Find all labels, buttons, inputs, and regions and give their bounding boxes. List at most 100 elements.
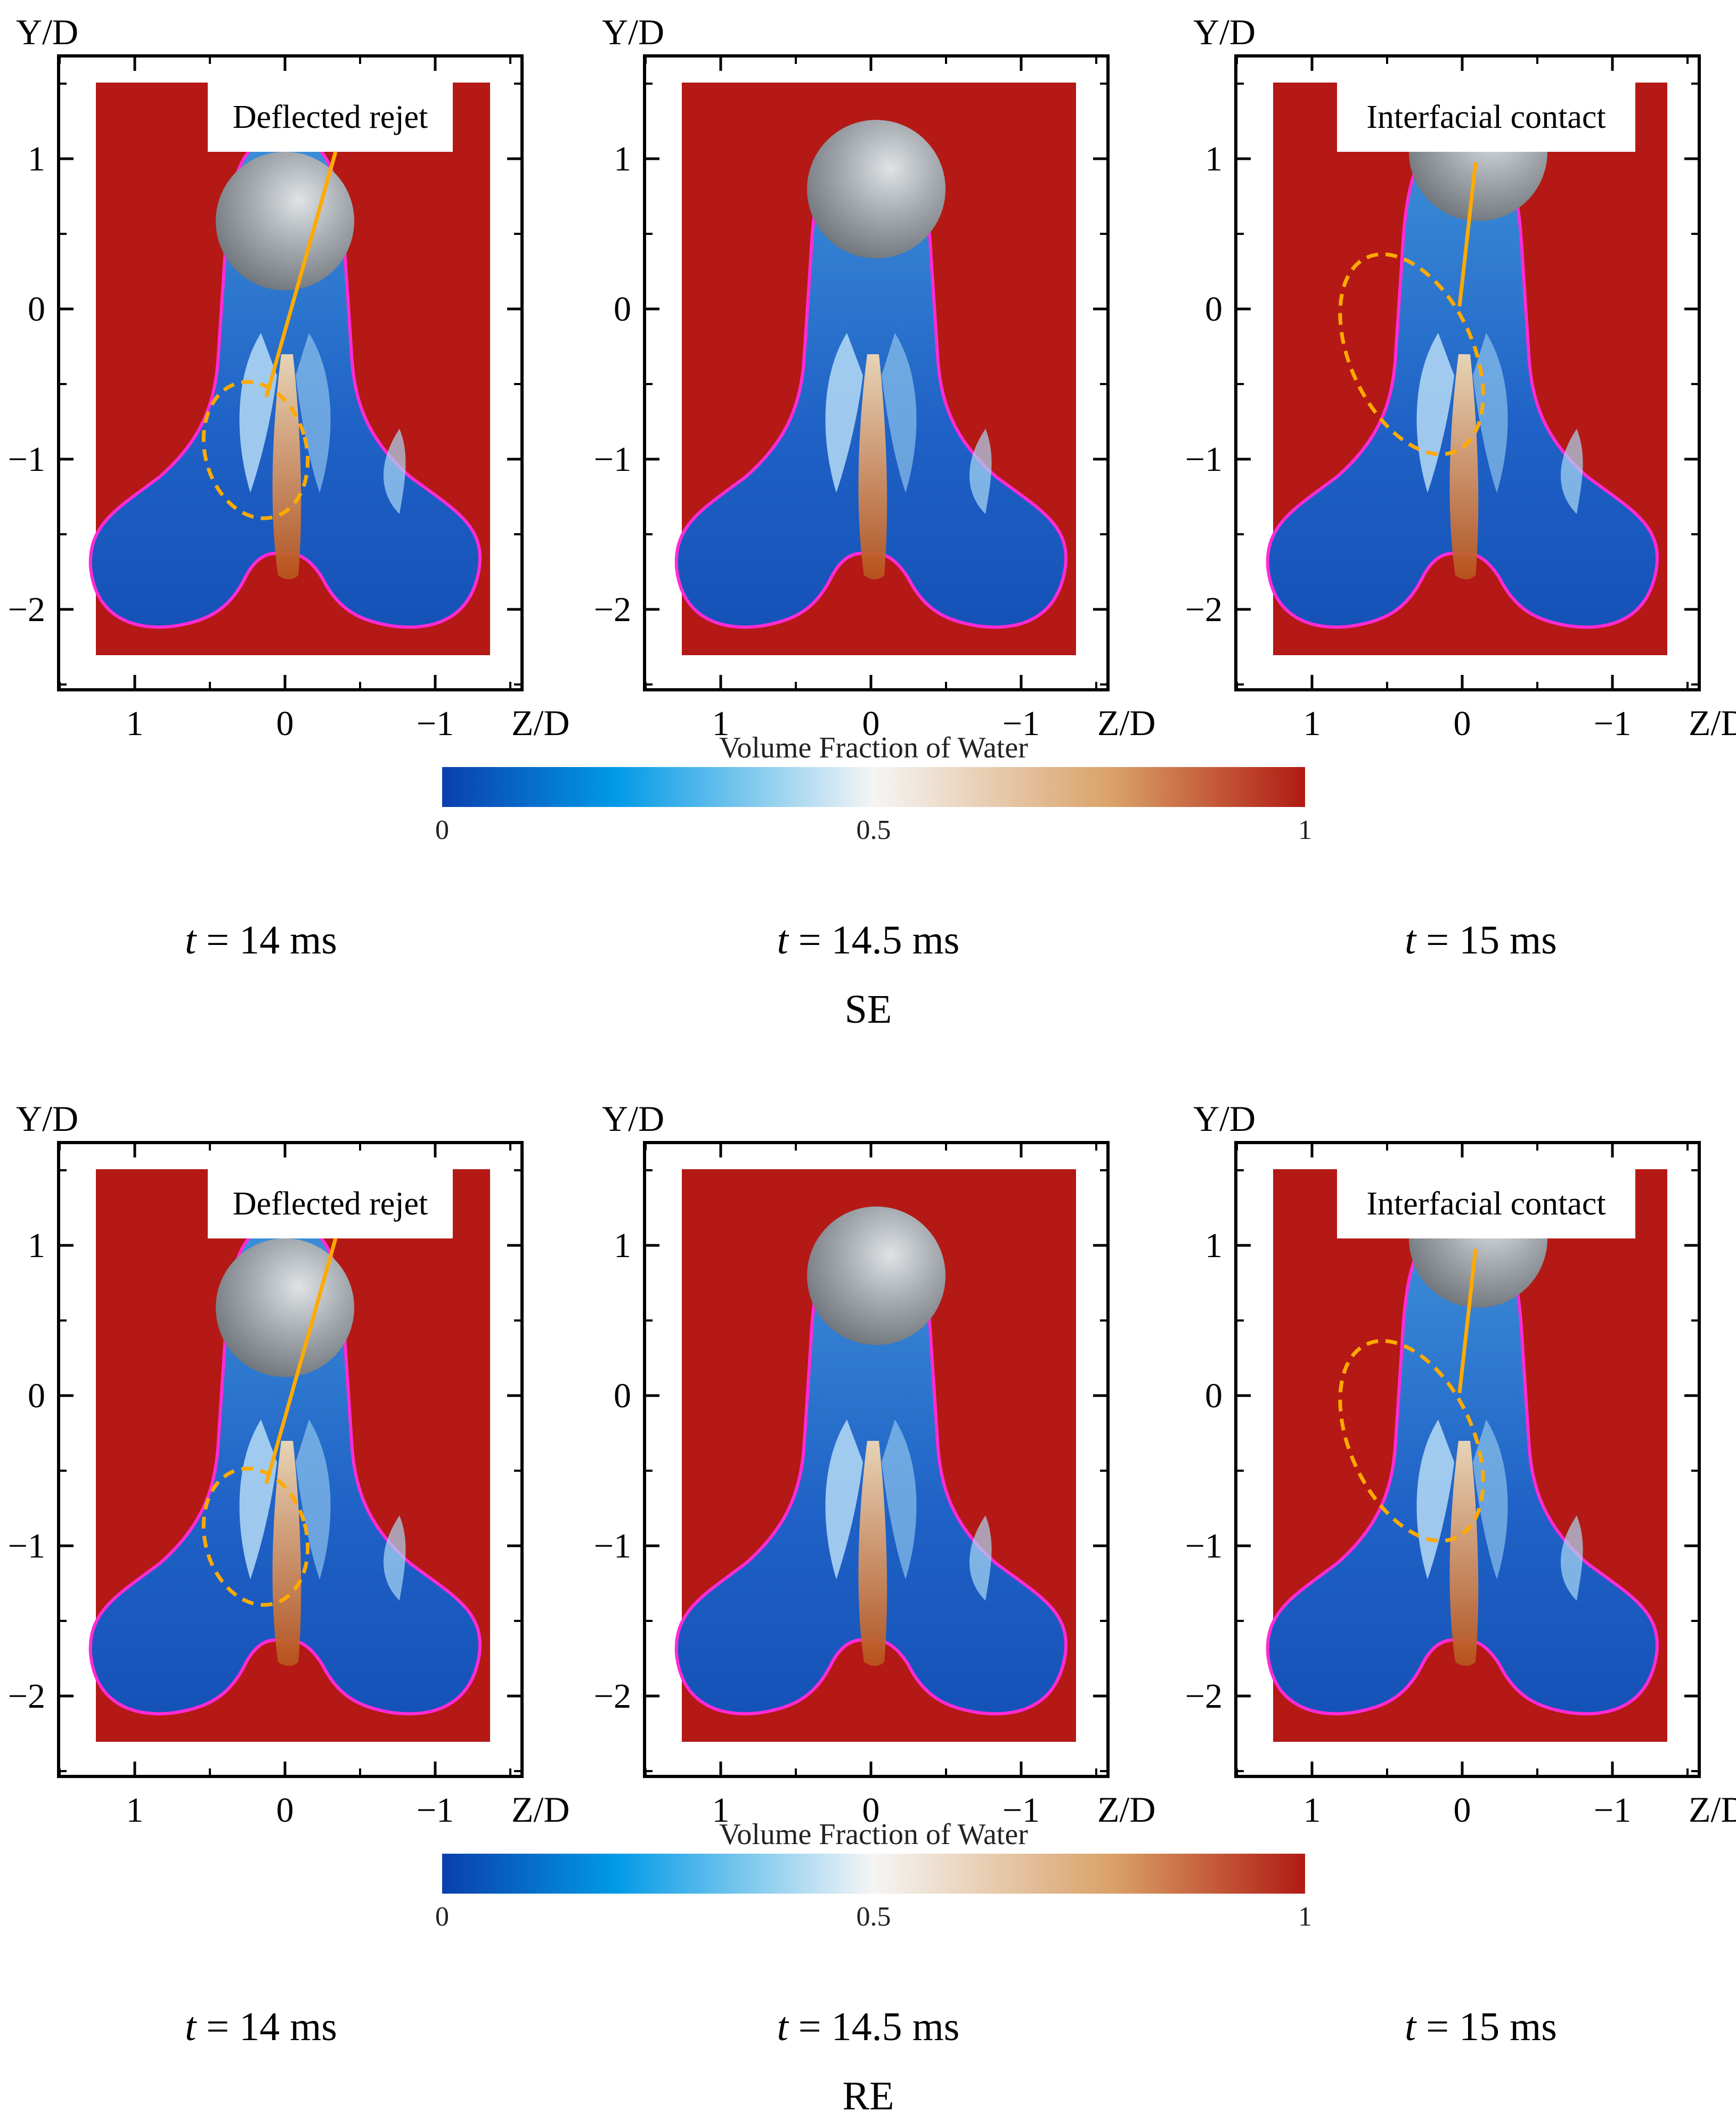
annotation-leader (1457, 1249, 1478, 1393)
annotation-box (1337, 1169, 1635, 1238)
x-tick-label: −1 (417, 704, 454, 743)
y-tick-label: 1 (1205, 140, 1222, 178)
re-entrant-jet (858, 1441, 887, 1666)
y-tick-label: 0 (614, 1376, 631, 1415)
annotation-text: Interfacial contact (1366, 99, 1605, 135)
x-tick-label: 1 (126, 1791, 144, 1830)
colorbar-tick-label: 0 (435, 1902, 449, 1932)
re-entrant-jet (1449, 354, 1479, 580)
x-tick-label: 1 (1303, 1791, 1321, 1830)
y-axis-label: Y/D (16, 12, 78, 52)
time-value: = 14 ms (196, 918, 337, 963)
y-axis-label: Y/D (16, 1098, 78, 1139)
annotation-text: Deflected rejet (233, 99, 428, 135)
x-axis-label: Z/D (1689, 1789, 1736, 1830)
cavity (1266, 1220, 1659, 1716)
re-entrant-jet (1449, 1441, 1479, 1666)
x-tick-label: 1 (1303, 704, 1321, 743)
annotation-leader (1457, 162, 1478, 307)
y-tick-label: 0 (1205, 1376, 1222, 1415)
y-axis-label: Y/D (1193, 1098, 1256, 1139)
panel-0-2: Interfacial contact 1 0 −1 −2 1 0 −1 Y/D Z/D (1185, 12, 1736, 743)
time-label-1-2: t = 15 ms (1405, 2004, 1557, 2049)
annotation-text: Interfacial contact (1366, 1186, 1605, 1222)
x-axis-label: Z/D (511, 1789, 570, 1830)
sphere (807, 1206, 946, 1345)
time-symbol: t (777, 918, 789, 963)
time-value: = 14.5 ms (788, 918, 960, 963)
annotation-ellipse (1338, 1339, 1485, 1543)
inner-streak-arm (969, 429, 992, 514)
colorbar-1: Volume Fraction of Water 0 0.5 1 (435, 1818, 1312, 1932)
y-tick-label: 0 (1205, 290, 1222, 329)
inner-streak-left (1416, 333, 1454, 493)
annotation-box (1337, 83, 1635, 152)
y-axis-label: Y/D (1193, 12, 1256, 52)
time-symbol: t (185, 2004, 197, 2049)
colorbar-0: Volume Fraction of Water 0 0.5 1 (435, 731, 1312, 845)
x-tick-label: −1 (1594, 704, 1631, 743)
y-tick-label: 1 (28, 140, 45, 178)
x-tick-label: −1 (1003, 704, 1040, 743)
x-tick-label: 0 (1454, 704, 1471, 743)
panel-1-0: Deflected rejet 1 0 −1 −2 1 0 −1 Y/D Z/D (8, 1098, 570, 1830)
time-value: = 15 ms (1416, 2004, 1557, 2049)
time-label-1-1: t = 14.5 ms (777, 2004, 960, 2049)
group-label: RE (842, 2074, 894, 2118)
panel-1-1: 1 0 −1 −2 1 0 −1 Y/D Z/D (594, 1098, 1156, 1830)
sphere (807, 120, 946, 258)
y-tick-label: −2 (594, 1677, 631, 1716)
inner-streak-arm (1561, 429, 1583, 514)
inner-streak-arm (1561, 1515, 1583, 1601)
colorbar-tick-label: 1 (1298, 1902, 1312, 1932)
x-tick-label: 1 (712, 1791, 730, 1830)
y-tick-label: −1 (594, 1527, 631, 1566)
time-symbol: t (185, 918, 197, 963)
x-tick-label: 0 (276, 1791, 294, 1830)
y-tick-label: −2 (8, 1677, 45, 1716)
y-tick-label: −1 (8, 1527, 45, 1566)
annotation-leader (264, 1238, 338, 1484)
x-axis-label: Z/D (511, 703, 570, 743)
time-value: = 14 ms (196, 2004, 337, 2049)
colorbar-tick-label: 0.5 (857, 1902, 891, 1932)
cavity (1266, 134, 1659, 629)
x-tick-label: −1 (417, 1791, 454, 1830)
panel-0-1: 1 0 −1 −2 1 0 −1 Y/D Z/D (594, 12, 1156, 743)
x-tick-label: 1 (712, 704, 730, 743)
time-symbol: t (1405, 2004, 1417, 2049)
y-tick-label: 1 (28, 1226, 45, 1265)
x-tick-label: 0 (1454, 1791, 1471, 1830)
sphere (216, 1238, 354, 1377)
y-tick-label: −2 (1185, 1677, 1222, 1716)
x-axis-label: Z/D (1097, 1789, 1156, 1830)
inner-streak-left (825, 333, 863, 493)
inner-streak-arm (969, 1515, 992, 1601)
y-tick-label: −2 (8, 590, 45, 629)
y-tick-label: 1 (614, 140, 631, 178)
time-label-0-2: t = 15 ms (1405, 918, 1557, 963)
y-tick-label: −1 (1185, 1527, 1222, 1566)
y-tick-label: 0 (614, 290, 631, 329)
time-label-0-1: t = 14.5 ms (777, 918, 960, 963)
x-tick-label: 0 (276, 704, 294, 743)
re-entrant-jet (858, 354, 887, 580)
colorbar-gradient (442, 767, 1305, 807)
x-tick-label: 0 (862, 1791, 880, 1830)
colorbar-title: Volume Fraction of Water (719, 731, 1028, 764)
y-tick-label: 1 (1205, 1226, 1222, 1265)
y-tick-label: −1 (594, 440, 631, 479)
inner-streak-arm (384, 1515, 406, 1601)
time-symbol: t (777, 2004, 789, 2049)
y-tick-label: 0 (28, 290, 45, 329)
inner-streak-right (882, 333, 917, 493)
colorbar-tick-label: 1 (1298, 815, 1312, 845)
annotation-leader (264, 151, 338, 397)
inner-streak-left (1416, 1420, 1454, 1579)
x-tick-label: −1 (1594, 1791, 1631, 1830)
colorbar-title: Volume Fraction of Water (719, 1818, 1028, 1851)
group-label: SE (845, 987, 892, 1032)
